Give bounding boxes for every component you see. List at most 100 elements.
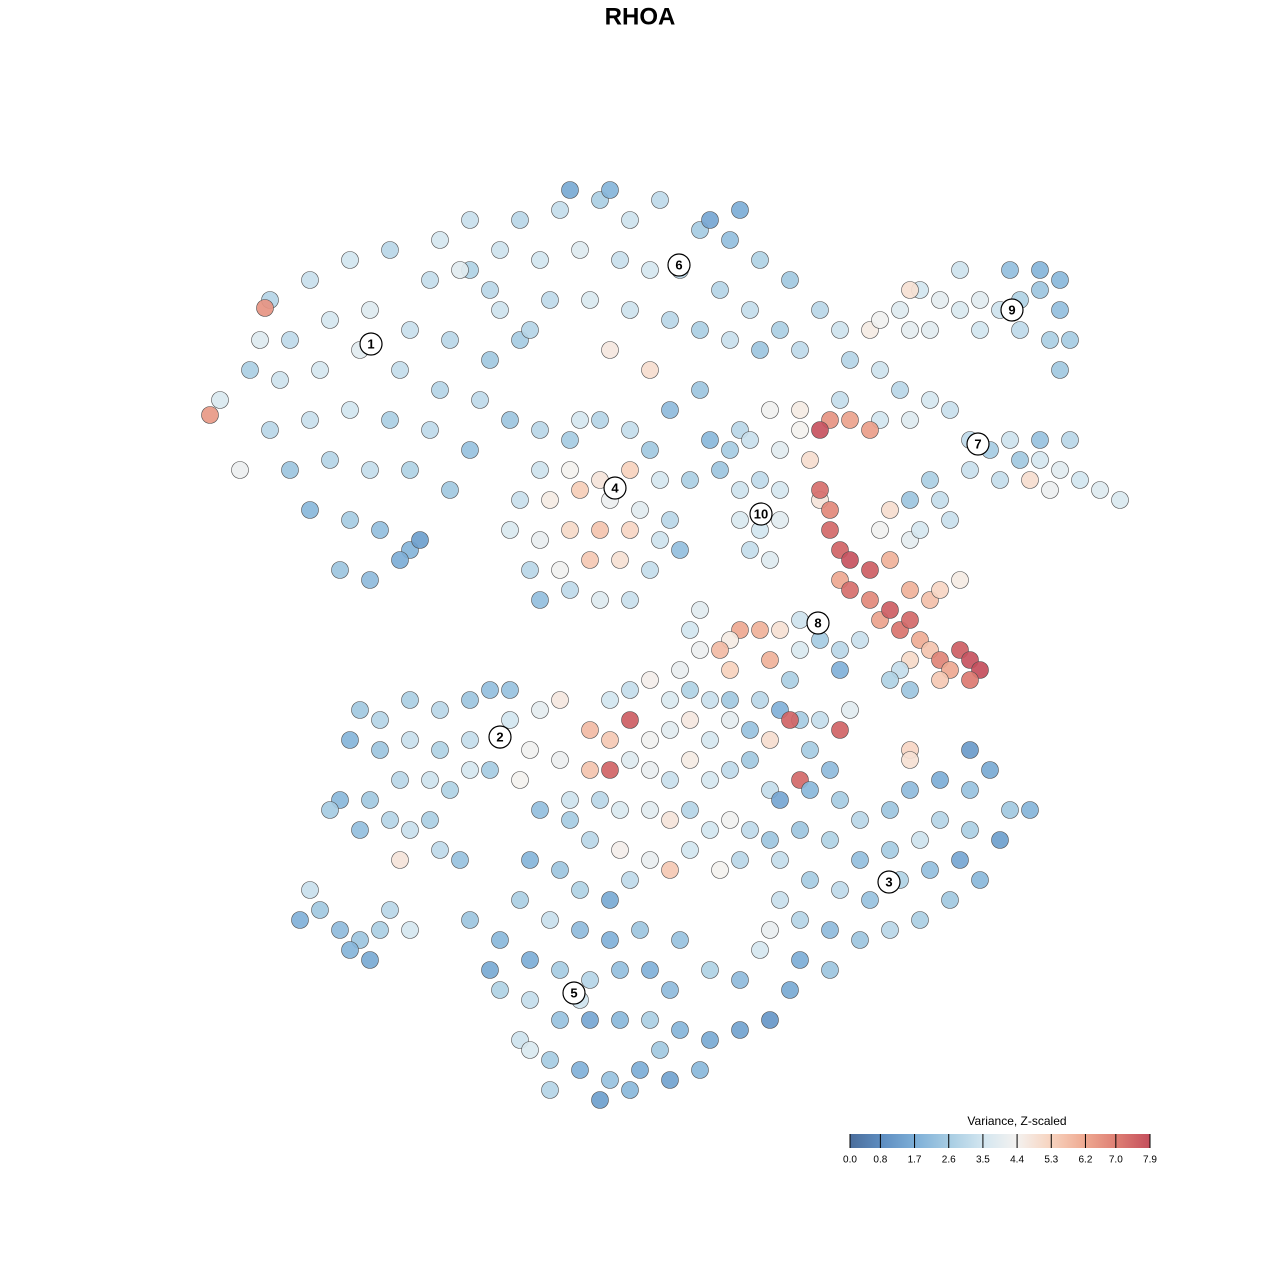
cluster-label: 2 [496, 729, 503, 744]
data-point [741, 751, 759, 769]
data-point [1051, 301, 1069, 319]
data-point [871, 361, 889, 379]
data-point [741, 541, 759, 559]
data-point [331, 561, 349, 579]
data-point [601, 761, 619, 779]
data-point [661, 721, 679, 739]
data-point [521, 951, 539, 969]
data-point [761, 731, 779, 749]
data-point [591, 591, 609, 609]
data-point [321, 801, 339, 819]
data-point [361, 571, 379, 589]
data-point [761, 401, 779, 419]
data-point [881, 841, 899, 859]
data-point [461, 691, 479, 709]
data-point [691, 321, 709, 339]
data-point [901, 751, 919, 769]
data-point [561, 461, 579, 479]
data-point [821, 831, 839, 849]
data-point [851, 851, 869, 869]
cluster-label: 10 [754, 506, 768, 521]
data-point [891, 301, 909, 319]
data-point [911, 521, 929, 539]
data-point [661, 771, 679, 789]
data-point [551, 1011, 569, 1029]
data-point [531, 461, 549, 479]
data-point [711, 641, 729, 659]
data-point [381, 901, 399, 919]
data-point [551, 201, 569, 219]
data-point [611, 801, 629, 819]
cluster-marker [667, 253, 691, 277]
cluster-label: 6 [675, 257, 682, 272]
data-point [841, 551, 859, 569]
data-point [461, 211, 479, 229]
data-point [561, 431, 579, 449]
data-point [401, 731, 419, 749]
data-point [371, 521, 389, 539]
data-point [751, 621, 769, 639]
data-point [581, 831, 599, 849]
data-point [781, 981, 799, 999]
data-point [431, 381, 449, 399]
data-point [961, 781, 979, 799]
data-point [801, 781, 819, 799]
data-point [771, 621, 789, 639]
data-point [881, 551, 899, 569]
data-point [351, 821, 369, 839]
data-point [341, 511, 359, 529]
data-point [761, 651, 779, 669]
data-point [501, 681, 519, 699]
data-point [621, 421, 639, 439]
colorbar-gradient [850, 1134, 1150, 1148]
data-point [431, 231, 449, 249]
data-point [621, 1081, 639, 1099]
data-point [1091, 481, 1109, 499]
data-point [481, 761, 499, 779]
data-point [461, 731, 479, 749]
data-point [431, 701, 449, 719]
data-point [701, 691, 719, 709]
data-point [781, 271, 799, 289]
data-point [661, 981, 679, 999]
data-point [351, 701, 369, 719]
cluster-marker [1000, 298, 1024, 322]
data-point [921, 861, 939, 879]
data-point [531, 421, 549, 439]
data-point [731, 481, 749, 499]
data-point [1111, 491, 1129, 509]
data-point [531, 591, 549, 609]
data-point [581, 291, 599, 309]
data-point [901, 581, 919, 599]
data-point [911, 911, 929, 929]
colorbar-tick-label: 0.8 [873, 1155, 887, 1166]
data-point [521, 1041, 539, 1059]
data-point [701, 211, 719, 229]
colorbar-tick-label: 2.6 [942, 1155, 956, 1166]
data-point [821, 761, 839, 779]
data-point [831, 641, 849, 659]
data-point [761, 921, 779, 939]
data-point [881, 501, 899, 519]
data-point [1001, 261, 1019, 279]
data-point [491, 241, 509, 259]
colorbar-tick-label: 1.7 [908, 1155, 922, 1166]
data-point [851, 631, 869, 649]
data-point [801, 871, 819, 889]
data-point [711, 281, 729, 299]
data-point [701, 1031, 719, 1049]
data-point [821, 961, 839, 979]
colorbar-tick-label: 4.4 [1010, 1155, 1024, 1166]
data-point [941, 891, 959, 909]
data-point [731, 511, 749, 529]
data-point [961, 671, 979, 689]
data-point [401, 321, 419, 339]
data-point [861, 421, 879, 439]
data-point [921, 391, 939, 409]
data-point [771, 511, 789, 529]
data-point [241, 361, 259, 379]
data-point [541, 291, 559, 309]
data-point [561, 521, 579, 539]
data-point [421, 811, 439, 829]
data-point [741, 721, 759, 739]
